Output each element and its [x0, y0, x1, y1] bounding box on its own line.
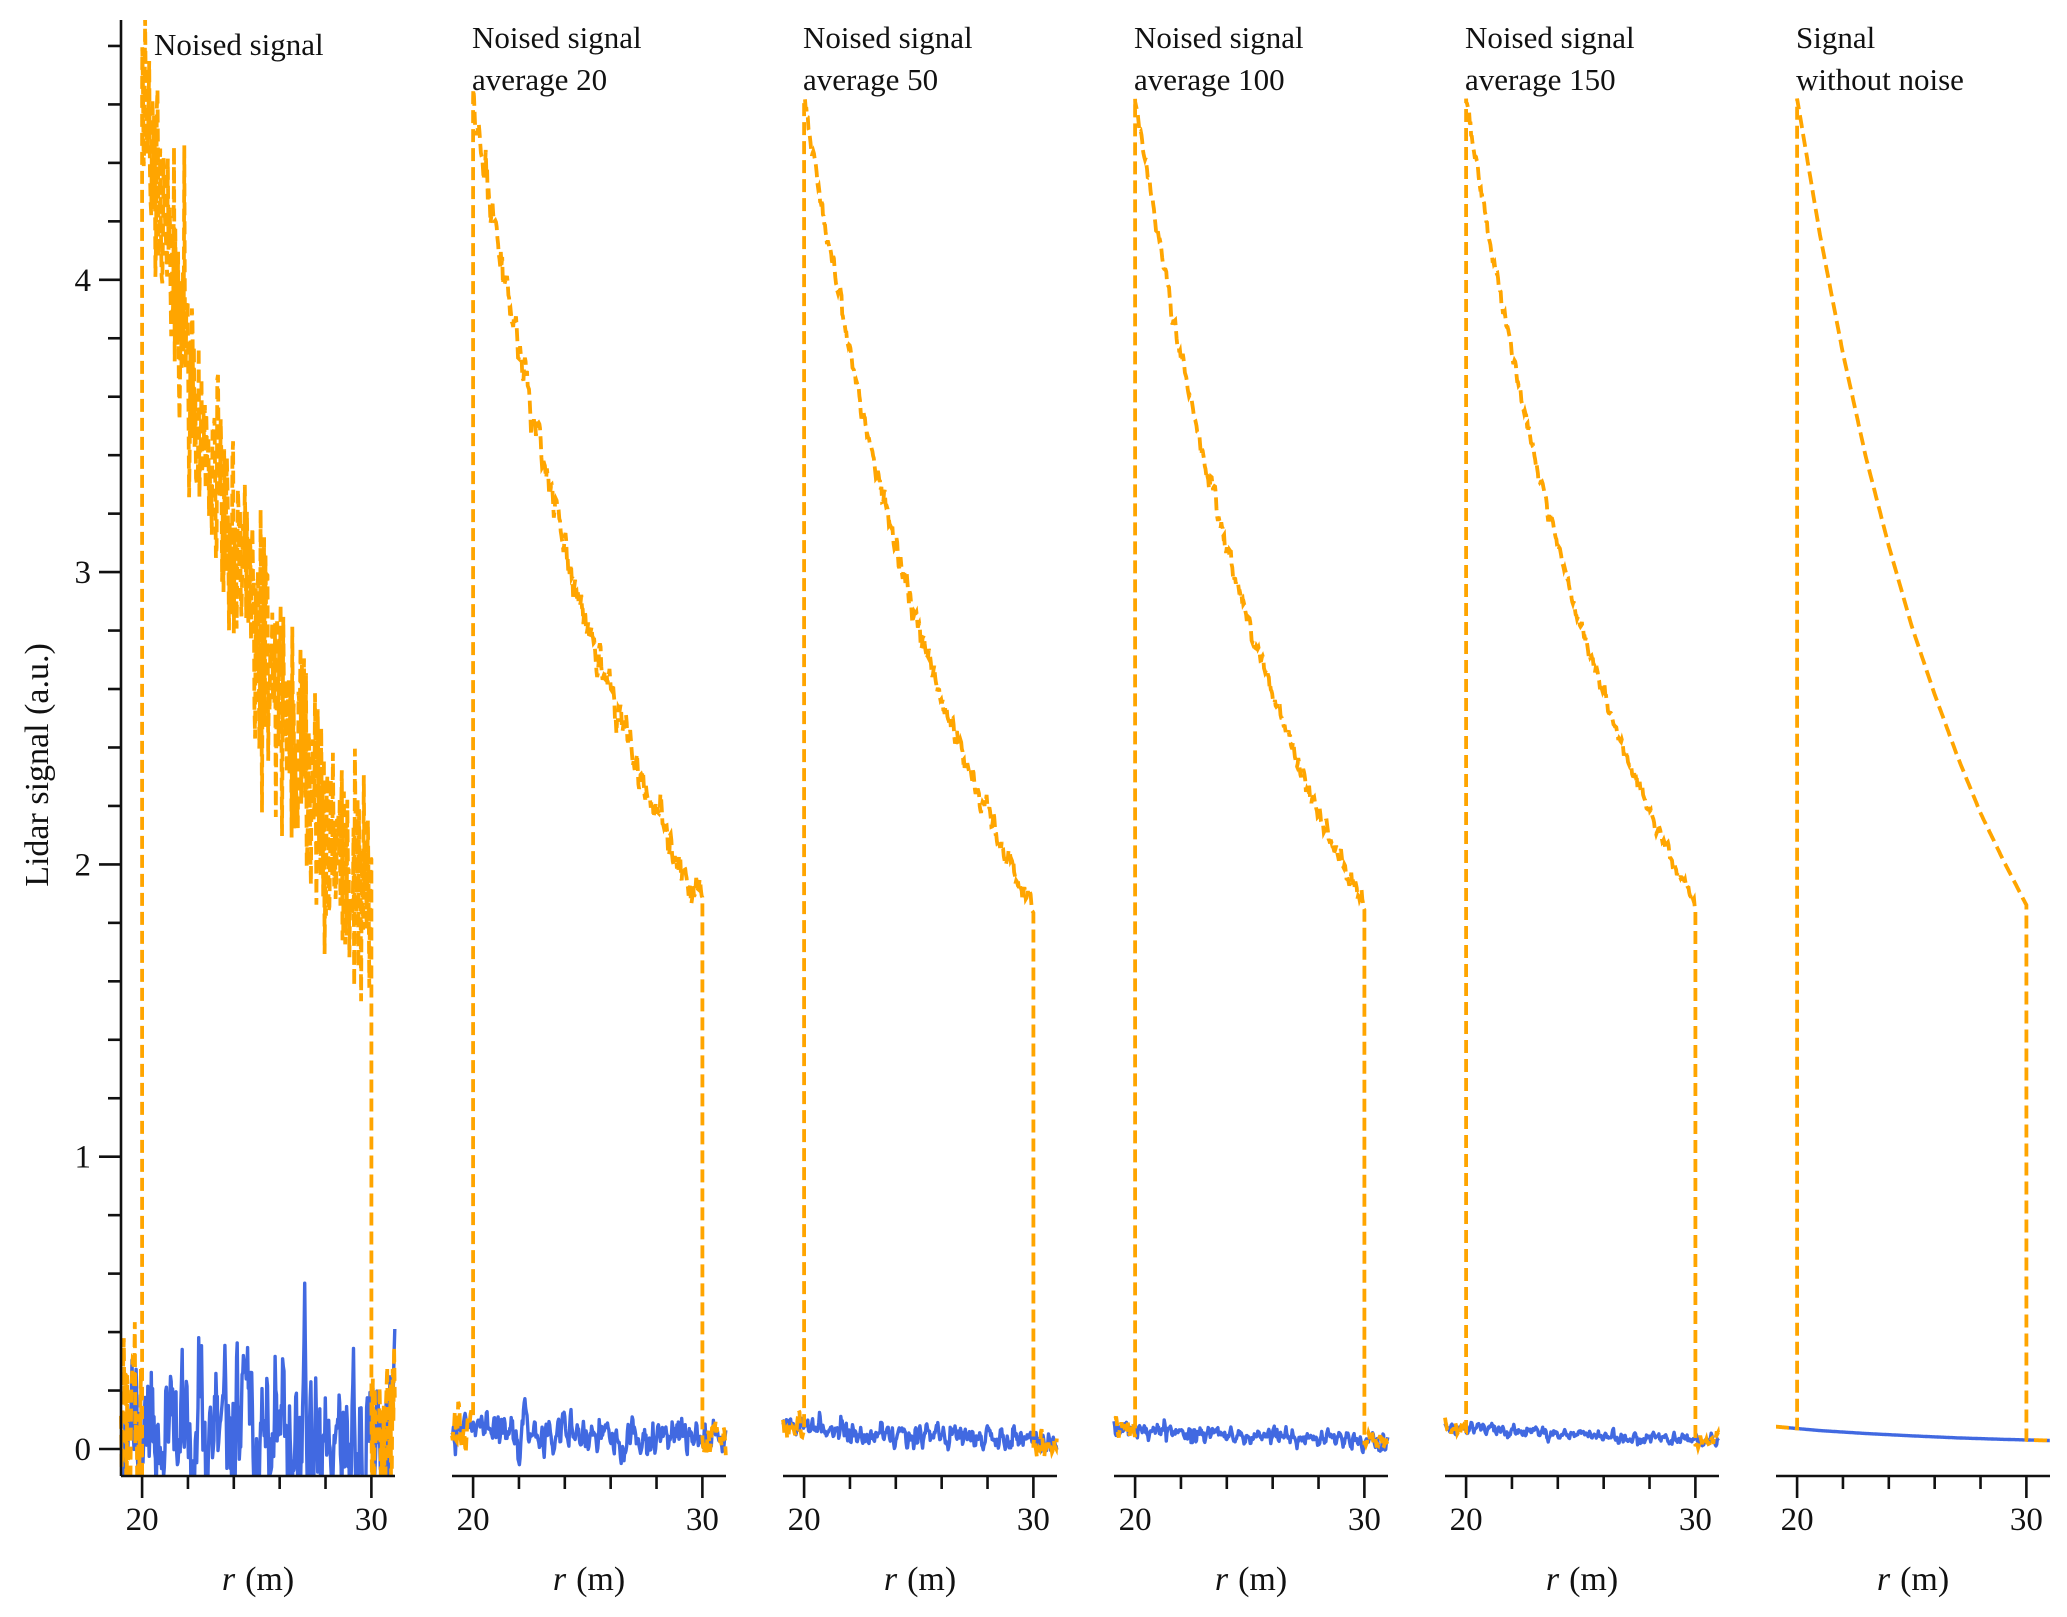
panel-title: without noise: [1796, 62, 1964, 97]
panel-6: 20 30 r (m) Signal without noise: [1774, 20, 2051, 1598]
background-line: [1774, 1424, 2051, 1443]
y-tick-label: 4: [75, 263, 92, 299]
y-tick-label: 3: [75, 555, 92, 591]
y-tick-label: 2: [75, 847, 92, 883]
x-axis-label: r (m): [1215, 1561, 1287, 1598]
x-axis-variable: r: [1877, 1561, 1891, 1598]
panel-title: average 100: [1134, 62, 1285, 97]
panel-title: Signal: [1796, 20, 1875, 55]
x-axis-variable: r: [1546, 1561, 1560, 1598]
panel-title: average 150: [1465, 62, 1616, 97]
x-axis-unit: (m): [1900, 1561, 1949, 1598]
x-tick-label: 20: [1119, 1502, 1152, 1538]
x-tick-label: 20: [126, 1502, 159, 1538]
plot-area: [1774, 98, 2051, 1443]
x-axis-label: r (m): [1546, 1561, 1618, 1598]
panel-title: Noised signal: [154, 27, 324, 62]
signal-dashed-line: [781, 97, 1059, 1463]
x-tick-label: 30: [1348, 1502, 1381, 1538]
panel-3: 20 30 r (m) Noised signal average 50: [781, 20, 1059, 1598]
x-axis-variable: r: [553, 1561, 567, 1598]
background-line: [1112, 1418, 1390, 1455]
x-tick-label: 30: [2010, 1502, 2043, 1538]
x-tick-label: 20: [788, 1502, 821, 1538]
y-tick-label: 1: [75, 1140, 92, 1176]
signal-dashed-line: [1443, 98, 1721, 1456]
x-axis-label: r (m): [222, 1561, 294, 1598]
panel-1: 20 30 r (m) Noised signal 0 1 2 3 4: [75, 20, 397, 1598]
x-axis-unit: (m): [245, 1561, 294, 1598]
panel-title: average 20: [472, 62, 607, 97]
x-axis-unit: (m): [1569, 1561, 1618, 1598]
panel-title: average 50: [803, 62, 938, 97]
panel-title: Noised signal: [472, 20, 642, 55]
signal-dashed-line: [450, 88, 728, 1456]
x-tick-label: 30: [1017, 1502, 1050, 1538]
signal-dashed-line: [1113, 98, 1390, 1455]
x-tick-label: 20: [1781, 1502, 1814, 1538]
x-axis-variable: r: [1215, 1561, 1229, 1598]
x-axis-variable: r: [884, 1561, 898, 1598]
background-line: [450, 1396, 728, 1467]
background-line: [122, 1281, 397, 1476]
y-tick-label: 0: [75, 1432, 92, 1468]
panel-2: 20 30 r (m) Noised signal average 20: [450, 20, 728, 1598]
signal-dashed-line: [119, 20, 397, 1476]
plot-area: [1443, 98, 1721, 1456]
plot-area: [781, 97, 1059, 1463]
x-axis-label: r (m): [553, 1561, 625, 1598]
background-line: [781, 1410, 1059, 1454]
signal-dashed-line: [1776, 98, 2050, 1443]
panel-title: Noised signal: [1465, 20, 1635, 55]
x-axis-label: r (m): [884, 1561, 956, 1598]
panel-5: 20 30 r (m) Noised signal average 150: [1443, 20, 1721, 1598]
x-axis-label: r (m): [1877, 1561, 1949, 1598]
x-tick-label: 20: [1450, 1502, 1483, 1538]
panel-4: 20 30 r (m) Noised signal average 100: [1112, 20, 1390, 1598]
background-line: [1443, 1420, 1720, 1448]
x-axis-unit: (m): [907, 1561, 956, 1598]
x-tick-label: 30: [686, 1502, 719, 1538]
panel-title: Noised signal: [803, 20, 973, 55]
panel-title: Noised signal: [1134, 20, 1304, 55]
x-tick-label: 30: [1679, 1502, 1712, 1538]
plot-area: [119, 20, 397, 1476]
x-axis-variable: r: [222, 1561, 236, 1598]
x-axis-unit: (m): [576, 1561, 625, 1598]
x-tick-label: 20: [457, 1502, 490, 1538]
plot-area: [1112, 98, 1390, 1455]
x-axis-unit: (m): [1238, 1561, 1287, 1598]
y-axis-label: Lidar signal (a.u.): [19, 643, 56, 887]
plot-area: [450, 88, 728, 1467]
x-tick-label: 30: [355, 1502, 388, 1538]
